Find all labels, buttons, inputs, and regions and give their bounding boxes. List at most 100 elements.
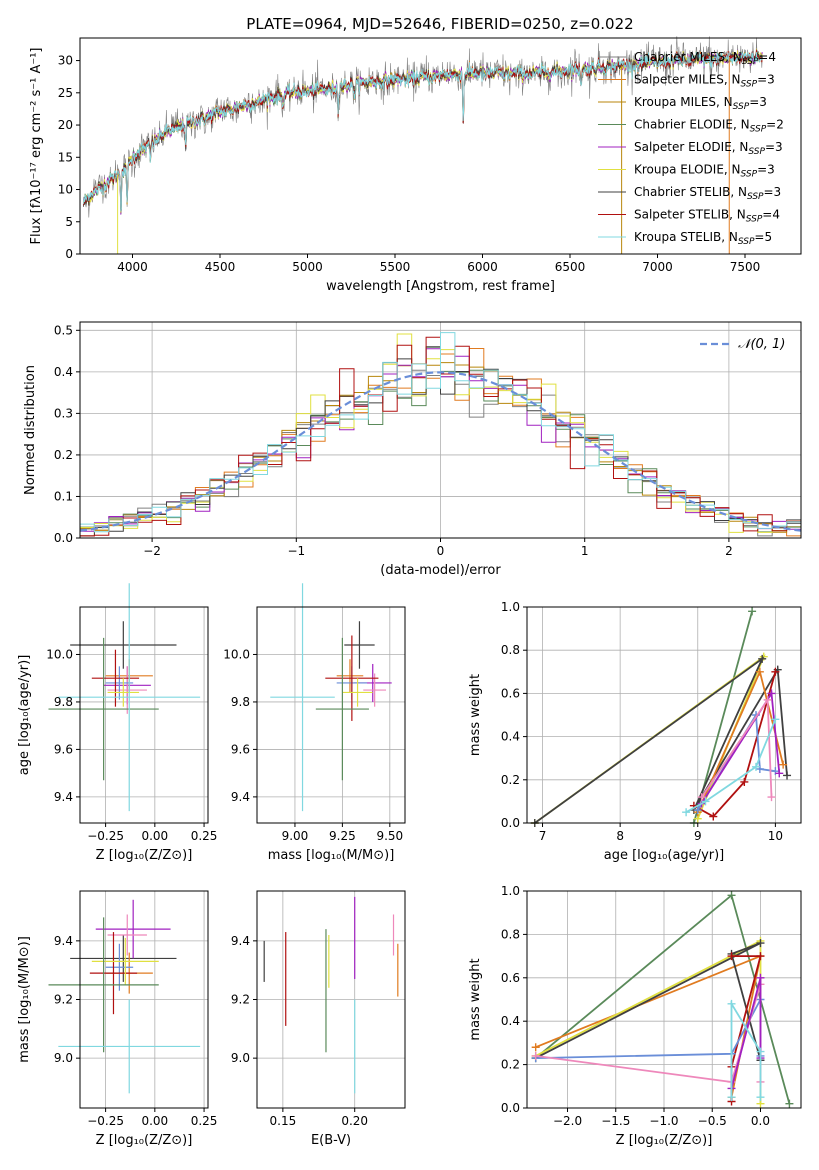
legend-subscript-4: SSP bbox=[748, 147, 765, 157]
weight-vs-age-marker-3-2 bbox=[779, 760, 788, 769]
spectrum-ytick-label: 10 bbox=[58, 183, 73, 197]
weight-vs-age-marker-7-0 bbox=[697, 793, 706, 802]
residuals-frame: −2 −1 0 1 2 0.0 0.1 0.2 0.3 0.4 0.5 (data-model)/er… bbox=[23, 321, 802, 578]
histogram-8 bbox=[79, 332, 801, 538]
weight-vs-age-marker-7-1 bbox=[763, 695, 772, 704]
weight-vs-age-xtick-label: 7 bbox=[539, 829, 547, 843]
legend-label-2: Kroupa MILES, NSSP=3 bbox=[634, 95, 767, 112]
legend-subscript-0: SSP bbox=[742, 57, 759, 67]
age-vs-Z-ytick-label: 9.4 bbox=[54, 790, 73, 804]
mass-vs-Z-xtick-label: 0.00 bbox=[141, 1114, 168, 1128]
age-vs-mass-frame: 9.00 9.25 9.50 9.4 9.6 9.8 10.0 mass [log₁₀(M/M… bbox=[223, 606, 406, 863]
age-vs-Z-axes-border bbox=[79, 606, 209, 824]
age-vs-Z-ylabel: age [log₁₀(age/yr)] bbox=[17, 655, 32, 776]
age-vs-Z-xtick-label: 0.25 bbox=[191, 829, 218, 843]
weight-vs-age-ylabel: mass weight bbox=[468, 674, 483, 756]
age-vs-mass-ytick-label: 9.4 bbox=[231, 790, 250, 804]
weight-vs-Z-xtick-label: 0.0 bbox=[751, 1114, 770, 1128]
mass-vs-Z-xlabel: Z [log₁₀(Z/Z⊙)] bbox=[96, 1133, 193, 1148]
spectrum-ytick-label: 30 bbox=[58, 54, 73, 68]
residuals-xtick-label: 0 bbox=[437, 544, 445, 558]
mass-vs-EBV-xtick-label: 0.20 bbox=[341, 1114, 368, 1128]
spectrum-series-8 bbox=[83, 51, 763, 212]
mass-vs-Z-xtick-label: 0.25 bbox=[191, 1114, 218, 1128]
mass-vs-EBV-ytick-label: 9.4 bbox=[231, 934, 250, 948]
weight-vs-Z-xtick-label: −0.5 bbox=[698, 1114, 727, 1128]
age-vs-mass-axes bbox=[257, 607, 405, 823]
legend-label-0: Chabrier MILES, NSSP=4 bbox=[634, 50, 776, 67]
spectrum-ytick-label: 5 bbox=[65, 215, 73, 229]
legend-subscript-6: SSP bbox=[747, 192, 764, 202]
spectrum-xtick-label: 7000 bbox=[642, 260, 673, 274]
weight-vs-age-marker-8-1 bbox=[701, 797, 710, 806]
weight-vs-Z-ytick-label: 0.0 bbox=[501, 1101, 520, 1115]
weight-vs-Z-marker-8-2 bbox=[756, 1047, 765, 1056]
weight-vs-Z-marker-7-1 bbox=[756, 973, 765, 982]
spectrum-xtick-label: 7500 bbox=[730, 260, 761, 274]
weight-vs-age-series-2 bbox=[534, 656, 788, 824]
age-vs-mass-xtick-label: 9.50 bbox=[376, 829, 403, 843]
spectrum-xlabel: wavelength [Angstrom, rest frame] bbox=[326, 279, 555, 294]
residuals-plot-area bbox=[79, 332, 802, 538]
weight-vs-Z-series-7 bbox=[730, 977, 762, 1089]
legend-label-6: Chabrier STELIB, NSSP=3 bbox=[634, 185, 781, 202]
weight-vs-Z-marker-1-0 bbox=[531, 1043, 540, 1052]
mass-vs-EBV-xlabel: E(B-V) bbox=[311, 1133, 351, 1148]
spectrum-ytick-label: 25 bbox=[58, 86, 73, 100]
weight-vs-age-series-5 bbox=[697, 712, 776, 811]
weight-vs-Z-series-1 bbox=[535, 954, 762, 1098]
weight-vs-age-xtick-label: 9 bbox=[694, 829, 702, 843]
weight-vs-Z-marker-8-0 bbox=[727, 1093, 736, 1102]
residuals-xtick-label: 2 bbox=[725, 544, 733, 558]
residuals-ytick-label: 0.1 bbox=[54, 489, 73, 503]
mass-vs-Z-axes bbox=[80, 891, 208, 1108]
legend-nssp-3: =2 bbox=[766, 118, 784, 132]
spectrum-plot-area bbox=[83, 36, 763, 254]
weight-vs-Z-series-3 bbox=[535, 942, 762, 1061]
mass-vs-Z-ylabel: mass [log₁₀(M/M⊙)] bbox=[17, 936, 32, 1063]
residuals-xlabel: (data-model)/error bbox=[380, 563, 501, 578]
legend-subscript-2: SSP bbox=[733, 102, 750, 112]
spectrum-frame: 4000 4500 5000 5500 6000 6500 7000 7500 0 5 10 15 20… bbox=[29, 37, 802, 294]
weight-vs-Z-xtick-label: −1.0 bbox=[649, 1114, 678, 1128]
age-vs-mass-xtick-label: 9.00 bbox=[282, 829, 309, 843]
legend-subscript-8: SSP bbox=[738, 237, 755, 247]
weight-vs-age-marker-5-0 bbox=[693, 806, 702, 815]
weight-vs-Z-plot-area bbox=[531, 891, 794, 1108]
residuals-ytick-label: 0.3 bbox=[54, 406, 73, 420]
weight-vs-age-xtick-label: 8 bbox=[616, 829, 624, 843]
weight-vs-Z-marker-8-3 bbox=[756, 1093, 765, 1102]
weight-vs-age-ytick-label: 0.0 bbox=[501, 816, 520, 830]
mass-vs-Z-ytick-label: 9.0 bbox=[54, 1051, 73, 1065]
legend-nssp-8: =5 bbox=[754, 230, 772, 244]
legend-nssp-0: =4 bbox=[758, 50, 776, 64]
legend-subscript-3: SSP bbox=[750, 125, 767, 135]
weight-vs-Z-series-8 bbox=[730, 1000, 762, 1098]
weight-vs-age-ytick-label: 1.0 bbox=[501, 600, 520, 614]
legend-nssp-2: =3 bbox=[749, 95, 767, 109]
weight-vs-age-marker-8-3 bbox=[771, 715, 780, 724]
age-vs-Z-frame: −0.25 0.00 0.25 9.4 9.6 9.8 10.0 Z [log₁₀(Z/Z⊙)… bbox=[17, 606, 218, 863]
spectrum-title: PLATE=0964, MJD=52646, FIBERID=0250, z=0… bbox=[246, 15, 633, 33]
weight-vs-age-ytick-label: 0.2 bbox=[501, 773, 520, 787]
spectrum-xtick-label: 6500 bbox=[555, 260, 586, 274]
weight-vs-age-marker-0-1 bbox=[748, 607, 757, 616]
weight-vs-Z-ylabel: mass weight bbox=[468, 958, 483, 1040]
legend-label-7: Salpeter STELIB, NSSP=4 bbox=[634, 208, 780, 225]
weight-vs-Z-marker-4-3 bbox=[727, 952, 736, 961]
weight-vs-age-axes-border bbox=[526, 606, 802, 824]
weight-vs-age-ytick-label: 0.4 bbox=[501, 730, 520, 744]
weight-vs-Z-frame: −2.0 −1.5 −1.0 −0.5 0.0 0.0 0.2 0.4 0.6 0.8 1.0 Z [… bbox=[468, 884, 802, 1148]
weight-vs-age-frame: 7 8 9 10 0.0 0.2 0.4 0.6 0.8 1.0 age [log₁₀(age/yr… bbox=[468, 600, 802, 863]
age-vs-mass-ytick-label: 9.8 bbox=[231, 695, 250, 709]
weight-vs-age-ytick-label: 0.6 bbox=[501, 686, 520, 700]
spectrum-ylabel: Flux [fλ10⁻¹⁷ erg cm⁻² s⁻¹ A⁻¹] bbox=[29, 48, 44, 245]
legend-label-4: Salpeter ELODIE, NSSP=3 bbox=[634, 140, 783, 157]
weight-vs-age-marker-6-2 bbox=[775, 769, 784, 778]
weight-vs-age-ytick-label: 0.8 bbox=[501, 643, 520, 657]
mass-vs-Z-ytick-label: 9.4 bbox=[54, 934, 73, 948]
spectrum-xtick-label: 5500 bbox=[380, 260, 411, 274]
gaussian-legend-label: 𝒩(0, 1) bbox=[738, 337, 785, 352]
spectrum-xtick-label: 4000 bbox=[117, 260, 148, 274]
weight-vs-Z-marker-0-2 bbox=[785, 1099, 794, 1108]
